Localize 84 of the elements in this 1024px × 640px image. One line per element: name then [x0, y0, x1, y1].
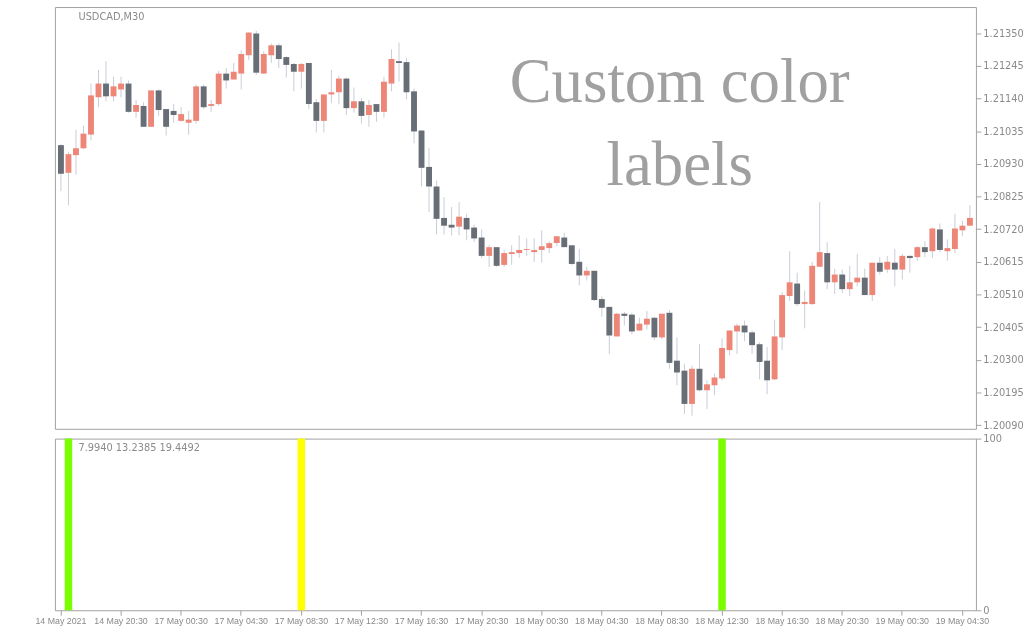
y-tick-label: 1.20300 [983, 354, 1024, 366]
x-tick-label: 19 May 00:30 [875, 616, 930, 627]
candlestick [891, 248, 898, 287]
y-tick-label: 1.20720 [983, 223, 1024, 235]
candlestick [478, 228, 485, 259]
candlestick [426, 147, 432, 213]
x-tick-label: 17 May 04:30 [214, 616, 269, 627]
y-tick-label: 0 [983, 604, 990, 616]
candlestick [628, 312, 635, 335]
candlestick [906, 255, 913, 274]
y-tick-label: 1.21245 [983, 60, 1024, 72]
candlestick [749, 330, 756, 355]
y-tick-label: 1.20930 [983, 158, 1024, 170]
y-tick-label: 1.20090 [983, 419, 1024, 431]
candlestick [486, 244, 493, 268]
candlestick [73, 129, 79, 176]
candlestick [448, 206, 455, 236]
candlestick [493, 246, 500, 268]
candlestick [936, 223, 943, 253]
candlestick [290, 62, 297, 92]
x-tick-label: 19 May 04:30 [935, 616, 990, 627]
candlestick [350, 87, 357, 114]
candlestick [298, 62, 305, 90]
candlestick [658, 313, 665, 340]
candlestick [786, 250, 793, 302]
x-tick-label: 17 May 20:30 [454, 616, 509, 627]
x-tick-label: 18 May 08:30 [635, 616, 689, 627]
candlestick [899, 253, 906, 280]
candlestick [103, 60, 109, 102]
x-tick-label: 14 May 2021 [35, 616, 87, 627]
y-tick-label: 1.21035 [983, 125, 1024, 137]
candlestick [839, 269, 846, 294]
candlestick [335, 75, 342, 105]
x-tick-label: 18 May 04:30 [575, 616, 629, 627]
chart-title: USDCAD,M30 [78, 10, 145, 22]
x-tick-label: 17 May 12:30 [334, 616, 389, 627]
candlestick [441, 196, 448, 235]
x-tick-label: 18 May 16:30 [755, 616, 809, 627]
candlestick [170, 103, 177, 124]
candlestick [794, 272, 801, 307]
candlestick [366, 99, 372, 128]
y-tick-label: 100 [983, 433, 1002, 445]
x-tick-label: 17 May 08:30 [274, 616, 329, 627]
candlestick [396, 42, 402, 83]
x-tick-label: 18 May 20:30 [815, 616, 870, 627]
candlestick [651, 316, 658, 341]
candlestick [140, 101, 147, 128]
candlestick [816, 201, 823, 268]
candlestick [674, 336, 680, 386]
x-tick-label: 17 May 00:30 [154, 616, 208, 627]
candlestick [178, 106, 185, 123]
annotation: Custom color labels [509, 46, 850, 199]
candlestick [133, 99, 139, 119]
candlestick [831, 268, 838, 295]
candlestick [328, 69, 335, 104]
y-tick-label: 1.20825 [983, 190, 1024, 202]
candlestick [358, 97, 365, 125]
candlestick [846, 265, 853, 297]
candlestick [929, 227, 936, 259]
x-tick-label: 18 May 12:30 [695, 616, 749, 627]
candlestick [223, 67, 230, 90]
candlestick [621, 311, 628, 327]
candlestick [245, 32, 252, 61]
candlestick [966, 204, 973, 227]
candlestick [456, 201, 463, 236]
y-tick-label: 1.20195 [983, 386, 1024, 398]
candlestick [531, 237, 538, 263]
y-tick-label: 1.20405 [983, 321, 1024, 333]
x-tick-label: 14 May 20:30 [94, 616, 148, 627]
y-tick-label: 1.21350 [983, 27, 1024, 39]
candlestick [741, 320, 748, 342]
candlestick [944, 238, 951, 262]
x-tick-label: 17 May 16:30 [394, 616, 449, 627]
y-tick-label: 1.20615 [983, 256, 1024, 268]
candlestick [523, 237, 530, 257]
candlestick [200, 84, 207, 110]
y-tick-label: 1.20510 [983, 288, 1024, 300]
candlestick [921, 240, 928, 258]
chart-title: 7.9940 13.2385 19.4492 [78, 442, 201, 454]
candlestick [643, 310, 650, 331]
candlestick [861, 268, 868, 296]
x-tick-label: 18 May 00:30 [515, 616, 569, 627]
y-tick-label: 1.21140 [983, 92, 1024, 104]
candlestick [704, 379, 710, 410]
